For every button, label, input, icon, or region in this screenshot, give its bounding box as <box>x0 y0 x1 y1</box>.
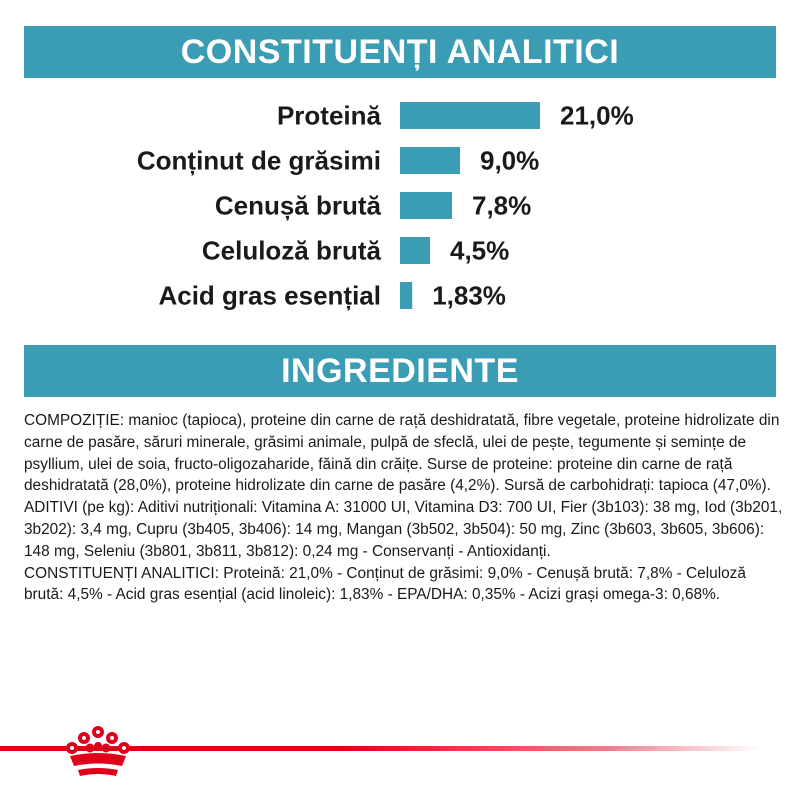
bar <box>400 102 540 129</box>
bar-label: Acid gras esențial <box>158 281 381 311</box>
analytical-constituents-banner: CONSTITUENȚI ANALITICI <box>24 26 776 78</box>
bar-value-label: 9,0% <box>480 146 539 176</box>
bar <box>400 192 452 219</box>
analytical-constituents-title: CONSTITUENȚI ANALITICI <box>180 32 620 71</box>
crown-icon <box>66 726 130 776</box>
additives-paragraph: ADITIVI (pe kg): Aditivi nutriționali: V… <box>24 499 783 560</box>
analytical-paragraph: CONSTITUENȚI ANALITICI: Proteină: 21,0% … <box>24 564 746 604</box>
analytical-bar-chart: Proteină 21,0% Conținut de grăsimi 9,0% Cenu… <box>137 101 634 311</box>
ingredients-banner: INGREDIENTE <box>24 345 776 397</box>
bar-label: Cenușă brută <box>215 191 382 221</box>
footer-red-line <box>0 746 760 751</box>
ingredients-text: COMPOZIȚIE: manioc (tapioca), proteine d… <box>24 410 784 606</box>
bar-label: Conținut de grăsimi <box>137 146 381 176</box>
bar-value-label: 4,5% <box>450 236 509 266</box>
bar-value-label: 21,0% <box>560 101 634 131</box>
bar <box>400 282 413 309</box>
bar <box>400 237 430 264</box>
bar-value-label: 7,8% <box>472 191 531 221</box>
bar-label: Proteină <box>277 101 382 131</box>
bar-label: Celuloză brută <box>202 236 382 266</box>
composition-paragraph: COMPOZIȚIE: manioc (tapioca), proteine d… <box>24 412 780 495</box>
ingredients-title: INGREDIENTE <box>281 351 519 390</box>
bar <box>400 147 460 174</box>
bar-value-label: 1,83% <box>432 281 506 311</box>
